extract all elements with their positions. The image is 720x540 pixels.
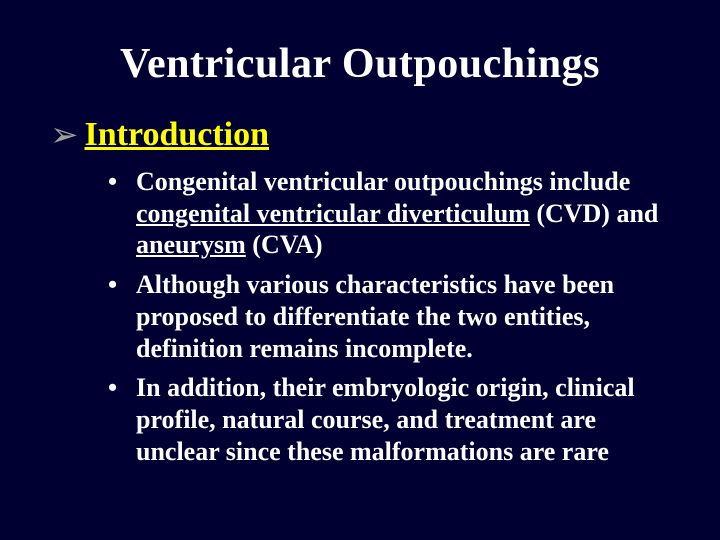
list-item: Congenital ventricular outpouchings incl… <box>108 166 670 261</box>
bullet-list: Congenital ventricular outpouchings incl… <box>50 166 670 467</box>
bullet-text: (CVD) and <box>530 199 659 228</box>
bullet-text: Congenital ventricular outpouchings incl… <box>136 167 630 196</box>
bullet-text-underline: congenital ventricular diverticulum <box>136 199 530 228</box>
bullet-text: Although various characteristics have be… <box>136 270 614 362</box>
section-row: ➢ Introduction <box>50 116 670 154</box>
list-item: Although various characteristics have be… <box>108 269 670 364</box>
section-heading: Introduction <box>85 116 270 154</box>
list-item: In addition, their embryologic origin, c… <box>108 372 670 467</box>
slide: Ventricular Outpouchings ➢ Introduction … <box>0 0 720 540</box>
bullet-text: In addition, their embryologic origin, c… <box>136 373 635 465</box>
bullet-text: (CVA) <box>246 230 323 259</box>
chevron-icon: ➢ <box>50 118 79 152</box>
slide-title: Ventricular Outpouchings <box>50 40 670 88</box>
bullet-text-underline: aneurysm <box>136 230 246 259</box>
